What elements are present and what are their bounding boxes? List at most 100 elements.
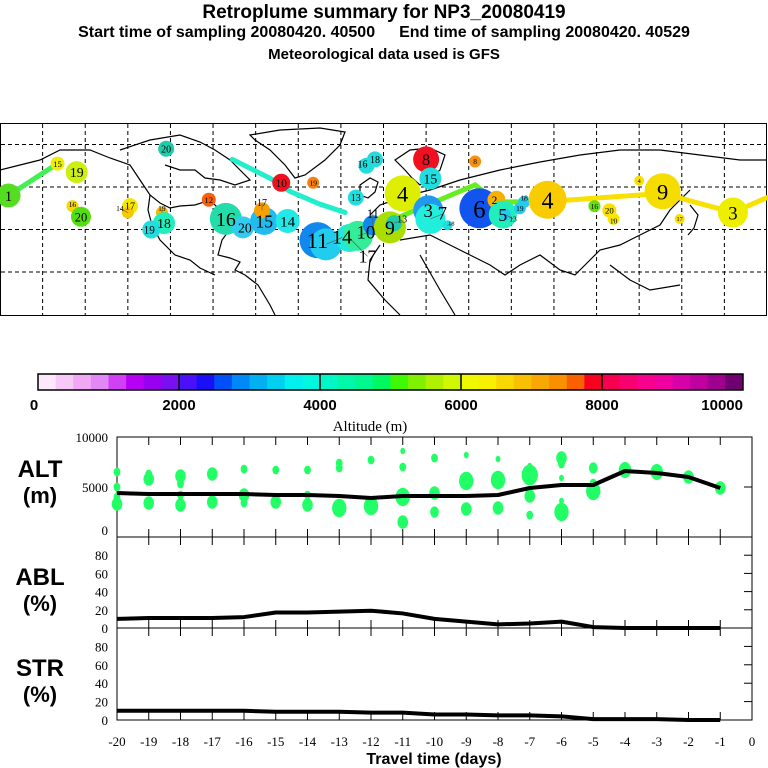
cluster-circle: [644, 173, 681, 210]
cluster-day-label: 8: [422, 151, 430, 169]
colorbar-swatch: [320, 374, 339, 390]
label-leader-line: [357, 232, 367, 237]
colorbar-frame: [37, 373, 744, 391]
cluster-day-label: 8: [473, 157, 477, 166]
cluster-day-label: 9: [657, 179, 668, 204]
colorbar-tick-label: 2000: [162, 397, 195, 414]
x-tick-label: -13: [331, 734, 348, 749]
label-leader-line: [149, 229, 152, 231]
panel-unit: (%): [23, 591, 57, 616]
altitude-scatter-point: [302, 498, 313, 512]
end-time: End time of sampling 20080420. 40529: [399, 24, 690, 41]
cluster-day-label: 9: [385, 218, 395, 240]
colorbar-swatch: [179, 374, 198, 390]
altitude-scatter-point: [521, 464, 538, 486]
cluster-day-label: 19: [70, 165, 84, 180]
panel-alt: 10000 5000 0 ALT(m): [18, 430, 753, 538]
cluster-day-label: 6: [473, 196, 486, 223]
panel-label: ABL: [15, 564, 64, 591]
cluster-day-label: 13: [509, 214, 517, 223]
altitude-colorbar: 0 2000 4000 6000 8000 10000: [30, 373, 744, 414]
panel-frame: [116, 627, 753, 721]
cluster-circle: [275, 209, 300, 233]
x-tick-label: -8: [493, 734, 504, 749]
start-time: Start time of sampling 20080420. 40500: [78, 24, 376, 41]
altitude-scatter-point: [175, 498, 186, 512]
colorbar-swatch: [196, 374, 215, 390]
altitude-scatter-point: [399, 462, 407, 472]
colorbar-swatch: [126, 374, 145, 390]
cluster-day-label: 4: [397, 181, 408, 206]
y-tick-label: 20: [95, 695, 108, 710]
colorbar-swatch: [496, 374, 515, 390]
cluster-circle: [634, 175, 645, 186]
cluster-day-label: 11: [307, 228, 329, 253]
x-tick-label: -6: [556, 734, 567, 749]
x-tick-label: -18: [172, 734, 189, 749]
cluster-day-label: 7: [438, 204, 447, 225]
label-leader-line: [494, 199, 497, 202]
cluster-day-label: 17: [125, 202, 135, 213]
abl-series-line: [116, 608, 721, 630]
cluster-circle: [0, 183, 21, 208]
y-tick-label: 40: [95, 676, 108, 691]
x-tick-label: -20: [108, 734, 125, 749]
cluster-circle: [674, 213, 685, 224]
altitude-scatter-point: [175, 469, 186, 483]
sampling-times: Start time of sampling 20080420. 40500 En…: [0, 24, 768, 42]
colorbar-swatch: [231, 374, 250, 390]
altitude-scatter-point: [430, 506, 439, 518]
x-tick-label: -7: [524, 734, 535, 749]
panel-frame: [116, 536, 753, 629]
x-tick-label: -1: [715, 734, 726, 749]
x-tick-label: -9: [461, 734, 472, 749]
x-tick-label: -19: [140, 734, 157, 749]
altitude-scatter-point: [558, 459, 565, 469]
cluster-day-label: 19: [516, 204, 524, 213]
label-leader-line: [447, 223, 452, 226]
altitude-scatter-point: [335, 463, 343, 473]
cluster-day-label: 5: [498, 205, 507, 225]
colorbar-tick-label: 4000: [303, 397, 336, 414]
altitude-scatter-point: [495, 455, 501, 463]
cluster-day-label: 20: [75, 210, 88, 224]
str-series-line: [117, 708, 721, 722]
label-leader-line: [325, 237, 343, 245]
cluster-day-label: 12: [204, 195, 213, 205]
y-tick-label: 0: [102, 621, 109, 636]
colorbar-swatch: [461, 374, 480, 390]
colorbar-swatch: [707, 374, 726, 390]
panel-label: STR: [16, 655, 64, 682]
panel-unit: (%): [23, 682, 57, 707]
cluster-day-label: 4: [638, 178, 642, 185]
panel-str: 80 60 40 20 0 STR(%): [16, 627, 753, 728]
alt-series-line: [116, 469, 721, 500]
x-tick-label: -16: [235, 734, 253, 749]
colorbar-swatch: [38, 374, 57, 390]
met-data-note: Meteorological data used is GFS: [268, 46, 500, 63]
time-series-panels: 1000050000ALT(m)806040200ABL(%)806040200…: [15, 430, 755, 768]
altitude-scatter-point: [111, 497, 123, 511]
colorbar-swatch: [73, 374, 92, 390]
cluster-day-label: 16: [591, 202, 599, 211]
colorbar-swatch: [602, 374, 621, 390]
label-leader-line: [394, 219, 403, 224]
cluster-circle: [272, 173, 291, 192]
cluster-circle: [588, 200, 601, 213]
cluster-circle: [528, 180, 567, 219]
altitude-scatter-point: [554, 502, 569, 522]
altitude-scatter-point: [113, 467, 121, 477]
colorbar-label: Altitude (m): [333, 419, 408, 435]
colorbar-tick-label: 6000: [444, 397, 477, 414]
x-tick-label: -10: [426, 734, 443, 749]
colorbar-swatch: [690, 374, 709, 390]
altitude-scatter-point: [240, 464, 248, 474]
panel-unit: (m): [23, 483, 57, 508]
colorbar-swatch: [249, 374, 268, 390]
altitude-scatter-point: [460, 502, 472, 516]
altitude-scatter-point: [559, 497, 564, 505]
colorbar-swatch: [90, 374, 109, 390]
colorbar-swatch: [672, 374, 691, 390]
